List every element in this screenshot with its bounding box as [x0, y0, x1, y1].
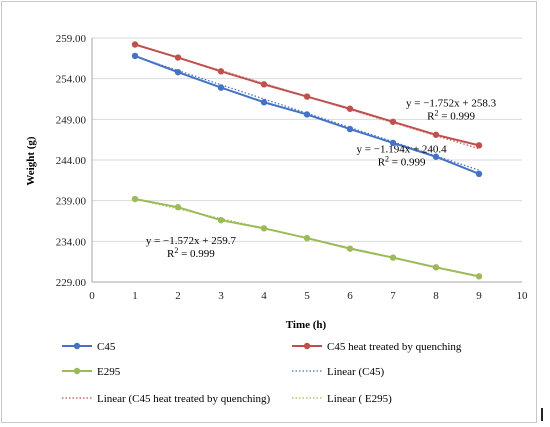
x-axis-title: Time (h): [286, 319, 327, 331]
data-point: [432, 131, 440, 138]
x-tick-label: 0: [89, 290, 95, 302]
x-tick-labels: 0 1 2 3 4 5 6 7 8 9 10: [89, 290, 528, 302]
x-tick-label: 8: [433, 290, 439, 302]
legend-marker: [73, 342, 81, 350]
data-point: [346, 105, 354, 112]
data-point: [475, 142, 483, 149]
legend-label: C45 heat treated by quenching: [327, 341, 462, 353]
x-tick-label: 10: [517, 290, 529, 302]
data-point: [217, 68, 225, 75]
data-point: [303, 93, 311, 100]
y-tick-label: 254.00: [56, 74, 87, 86]
equation-text: y = −1.194x + 240.4: [357, 144, 448, 156]
data-point: [174, 203, 182, 211]
data-point: [475, 273, 483, 280]
legend: C45 C45 heat treated by quenching E295 Line…: [62, 341, 462, 405]
y-tick-labels: 229.00 234.00 239.00 244.00 249.00 254.00 259.…: [56, 33, 87, 289]
x-tick-label: 9: [476, 290, 482, 302]
data-point: [389, 139, 397, 147]
data-point: [475, 170, 483, 178]
data-point: [174, 68, 182, 76]
x-tick-label: 3: [218, 290, 224, 302]
series-group: [131, 41, 483, 280]
legend-label: E295: [97, 366, 121, 378]
data-point: [174, 54, 182, 61]
legend-label: Linear (C45): [327, 366, 384, 378]
legend-label: Linear (C45 heat treated by quenching): [97, 393, 271, 405]
r-squared-text: R2 = 0.999: [427, 108, 475, 122]
data-point: [303, 234, 311, 242]
x-tick-label: 6: [347, 290, 353, 302]
data-point: [131, 52, 139, 60]
r-squared-text: R2 = 0.999: [167, 246, 215, 260]
grid-lines: [92, 37, 522, 242]
data-point: [217, 216, 225, 224]
y-tick-label: 229.00: [56, 277, 87, 289]
legend-label: Linear ( E295): [327, 393, 392, 405]
equation-text: y = −1.572x + 259.7: [146, 235, 237, 247]
legend-label: C45: [97, 341, 116, 353]
y-tick-label: 259.00: [56, 33, 87, 45]
x-tick-label: 5: [304, 290, 310, 302]
legend-marker: [73, 367, 81, 375]
legend-marker: [303, 342, 311, 350]
data-point: [260, 225, 268, 232]
equation-text: y = −1.752x + 258.3: [406, 97, 497, 109]
chart-frame: [1, 1, 537, 423]
data-point: [389, 118, 397, 125]
data-point: [260, 99, 268, 106]
y-tick-label: 244.00: [56, 155, 87, 167]
data-point: [432, 264, 440, 271]
data-point: [432, 153, 440, 160]
y-tick-label: 239.00: [56, 196, 87, 208]
text-cursor: [541, 408, 543, 421]
x-tick-label: 2: [175, 290, 181, 302]
y-tick-label: 234.00: [56, 236, 87, 248]
data-point: [346, 125, 354, 133]
x-tick-label: 1: [132, 290, 138, 302]
y-axis-title: Weight (g): [25, 136, 37, 186]
x-tick-label: 7: [390, 290, 396, 302]
data-point: [346, 245, 354, 252]
data-point: [131, 41, 139, 48]
x-tick-label: 4: [261, 290, 267, 302]
data-point: [303, 111, 311, 118]
data-point: [389, 254, 397, 261]
data-point: [260, 81, 268, 88]
y-tick-label: 249.00: [56, 114, 87, 126]
r-squared-text: R2 = 0.999: [378, 155, 426, 169]
axes: [91, 38, 522, 283]
data-point: [217, 84, 225, 91]
data-point: [131, 195, 139, 203]
